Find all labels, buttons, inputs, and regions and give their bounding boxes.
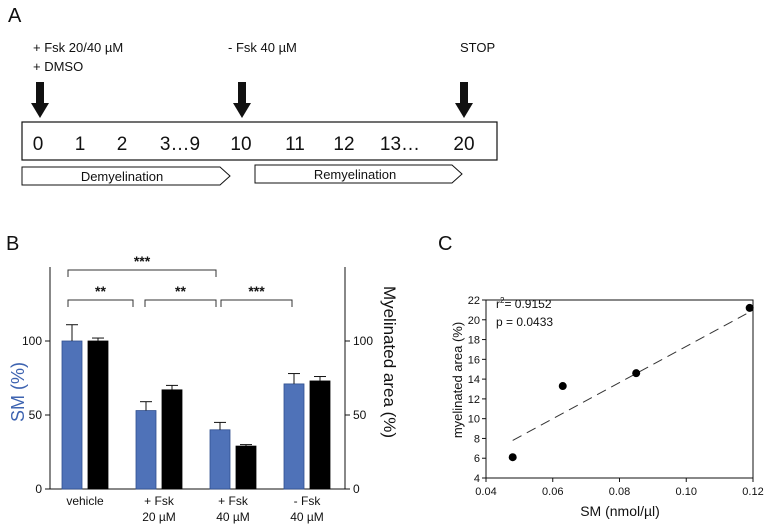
- y-tick-label: 20: [468, 315, 480, 327]
- x-tick-label: 0.08: [609, 486, 630, 498]
- category-label: + Fsk: [218, 494, 249, 508]
- bar-sm: [61, 340, 83, 490]
- category-label-line2: 40 µM: [290, 510, 324, 524]
- phase-label-demyelination: Demyelination: [81, 169, 163, 184]
- significance-bracket: [67, 269, 217, 277]
- phase-remyelination: Remyelination: [254, 164, 463, 184]
- scatter-y-axis-label: myelinated area (%): [450, 322, 465, 438]
- significance-bracket: [144, 299, 217, 307]
- bar-sm: [135, 410, 157, 490]
- timeline-day-label: 12: [333, 134, 354, 155]
- x-tick-label: 0.04: [475, 486, 496, 498]
- y-axis-label-right: Myelinated area (%): [380, 286, 399, 438]
- category-label: vehicle: [66, 494, 104, 508]
- arrow-day-10-icon: [233, 82, 251, 118]
- event-label-dmso: + DMSO: [33, 59, 83, 74]
- bar-myelinated-area: [87, 340, 109, 490]
- y-tick-label-left: 0: [35, 482, 42, 496]
- y-tick-label-right: 100: [353, 334, 373, 348]
- arrow-day-0-icon: [31, 82, 49, 118]
- y-tick-label: 6: [474, 453, 480, 465]
- bar-sm: [209, 429, 231, 490]
- timeline-day-label: 3…9: [160, 134, 200, 155]
- y-tick-label: 22: [468, 295, 480, 307]
- panel-label-a: A: [8, 5, 22, 27]
- timeline-day-label: 20: [453, 134, 474, 155]
- timeline-day-label: 2: [117, 134, 128, 155]
- event-label-stop: STOP: [460, 40, 495, 55]
- y-tick-label-left: 100: [22, 334, 42, 348]
- category-label-line2: 20 µM: [142, 510, 176, 524]
- scatter-point: [508, 453, 517, 462]
- x-tick-label: 0.12: [742, 486, 763, 498]
- significance-label: ***: [248, 283, 265, 299]
- bar-chart: 0 0 50 50 100 100 vehicle + Fsk 20 µM + Fsk 40 µM -…: [22, 253, 373, 524]
- panel-label-b: B: [6, 233, 19, 255]
- timeline-day-label: 13…: [380, 134, 420, 155]
- significance-label: ***: [134, 253, 151, 269]
- panel-c: C myelinated area (%) SM (nmol/µl) r2= 0…: [438, 233, 764, 519]
- event-label-fsk-remove: - Fsk 40 µM: [228, 40, 297, 55]
- timeline-days: 0 1 2 3…9 10 11 12 13… 20: [33, 134, 475, 155]
- y-tick-label: 18: [468, 335, 480, 347]
- y-tick-label: 10: [468, 414, 480, 426]
- significance-bracket: [67, 299, 134, 307]
- event-label-fsk-start: + Fsk 20/40 µM: [33, 40, 123, 55]
- arrow-day-20-icon: [455, 82, 473, 118]
- y-tick-label-right: 0: [353, 482, 360, 496]
- y-tick-label: 4: [474, 473, 480, 485]
- significance-label: **: [175, 283, 186, 299]
- panel-b: B SM (%) Myelinated area (%) 0 0 50 50 100 10…: [6, 233, 399, 524]
- stats-r-squared: r2= 0.9152: [496, 296, 552, 311]
- y-tick-label: 12: [468, 394, 480, 406]
- scatter-point: [745, 303, 754, 312]
- panel-label-c: C: [438, 233, 452, 255]
- y-tick-label: 14: [468, 374, 480, 386]
- y-tick-label: 16: [468, 354, 480, 366]
- phase-demyelination: Demyelination: [21, 166, 231, 186]
- scatter-chart: 0.04 0.06 0.08 0.10 0.12 4 6 8 10 12 14 16 18 20 22: [468, 295, 764, 498]
- timeline-day-label: 1: [75, 134, 86, 155]
- timeline-day-label: 10: [230, 134, 251, 155]
- y-tick-label-left: 50: [29, 408, 43, 422]
- category-label-line2: 40 µM: [216, 510, 250, 524]
- x-tick-label: 0.06: [542, 486, 563, 498]
- scatter-point: [558, 382, 567, 391]
- timeline-day-label: 0: [33, 134, 44, 155]
- regression-line: [512, 313, 747, 441]
- bar-myelinated-area: [309, 380, 331, 490]
- significance-label: **: [95, 283, 106, 299]
- bar-sm: [283, 383, 305, 490]
- bar-myelinated-area: [235, 445, 257, 490]
- bar-myelinated-area: [161, 389, 183, 490]
- y-axis-label-left: SM (%): [8, 362, 28, 422]
- scatter-point: [632, 369, 641, 378]
- y-tick-label: 8: [474, 433, 480, 445]
- timeline-day-label: 11: [285, 134, 305, 155]
- significance-bracket: [220, 299, 293, 307]
- phase-label-remyelination: Remyelination: [314, 167, 396, 182]
- panel-a: A + Fsk 20/40 µM + DMSO - Fsk 40 µM STOP…: [8, 5, 498, 186]
- stats-p-value: p = 0.0433: [496, 315, 553, 329]
- x-tick-label: 0.10: [676, 486, 697, 498]
- timeline-box: [21, 121, 498, 161]
- category-label: + Fsk: [144, 494, 175, 508]
- category-label: - Fsk: [294, 494, 322, 508]
- scatter-x-axis-label: SM (nmol/µl): [580, 503, 660, 519]
- y-tick-label-right: 50: [353, 408, 367, 422]
